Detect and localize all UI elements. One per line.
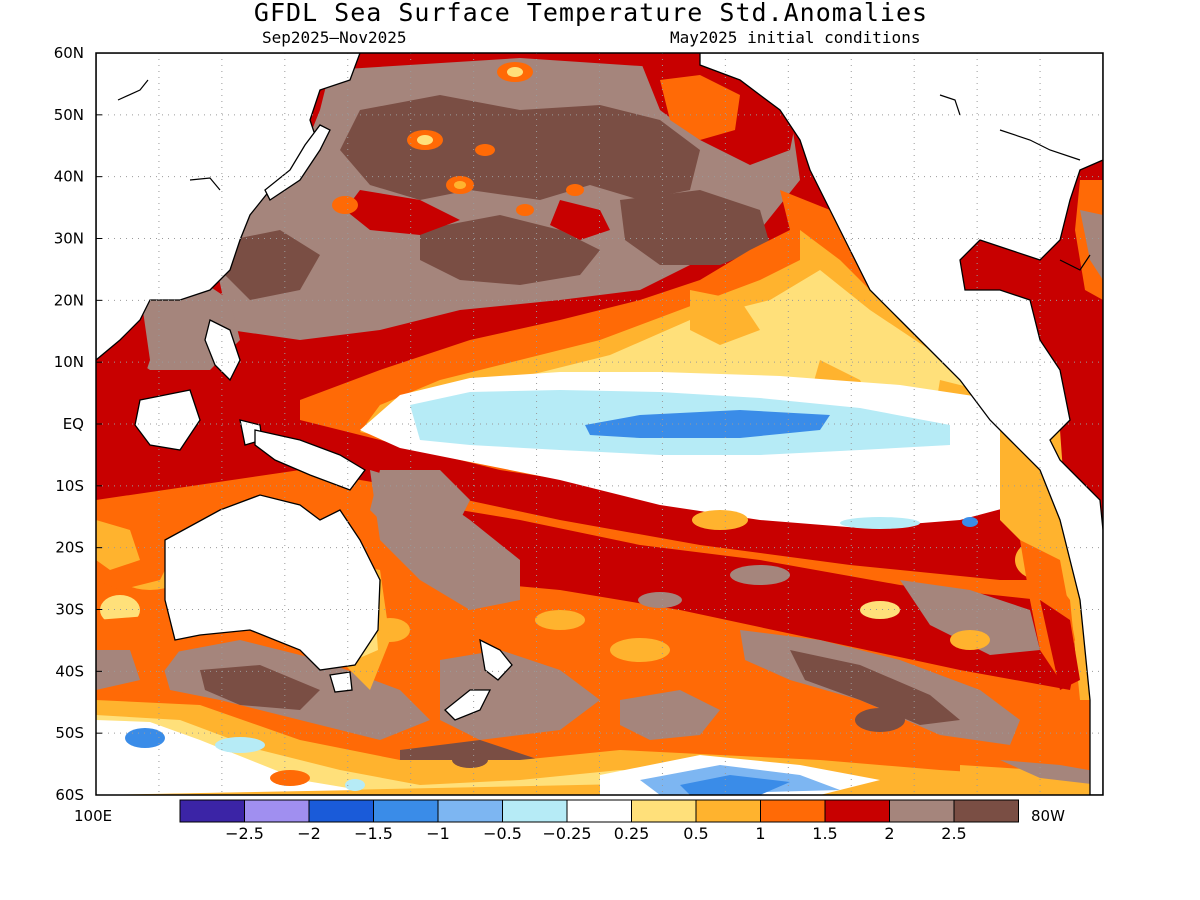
colorbar-label: 1.5 (812, 824, 837, 843)
colorbar-label: 2 (884, 824, 894, 843)
colorbar-swatch (760, 799, 826, 823)
lat-label: 20N (54, 291, 84, 309)
colorbar: −2.5 −2 −1.5 −1 −0.5 −0.25 0.25 0.5 1 1.5 2 2.5 (179, 799, 1019, 843)
western-pacific-field (96, 280, 470, 695)
eastern-boundary-field (1000, 430, 1100, 700)
lat-label: 40N (54, 168, 84, 186)
colorbar-label: −1 (426, 824, 450, 843)
lat-grid (96, 53, 1103, 795)
colorbar-swatch (308, 799, 374, 823)
colorbar-swatch (824, 799, 890, 823)
colorbar-swatch (373, 799, 439, 823)
equatorial-cool-tongue (360, 372, 1040, 529)
colorbar-swatch (566, 799, 632, 823)
lat-label: 10N (54, 353, 84, 371)
colorbar-label: −0.25 (542, 824, 591, 843)
colorbar-label: 0.25 (614, 824, 650, 843)
lat-label: 20S (55, 539, 84, 557)
anomaly-field (96, 53, 1103, 795)
colorbar-swatch (179, 799, 245, 823)
colorbar-label: 0.5 (683, 824, 708, 843)
lat-label: 40S (55, 662, 84, 680)
north-pacific-warm-patches (215, 55, 800, 340)
lat-label: 50N (54, 106, 84, 124)
colorbar-swatch (437, 799, 503, 823)
colorbar-swatch (953, 799, 1019, 823)
colorbar-label: −2 (297, 824, 321, 843)
lat-label: 10S (55, 477, 84, 495)
lat-label: 50S (55, 724, 84, 742)
forecast-period-subtitle: Sep2025–Nov2025 (262, 28, 407, 47)
lat-label: 30S (55, 601, 84, 619)
colorbar-label: −2.5 (225, 824, 264, 843)
southern-ocean-field (96, 700, 1100, 795)
colorbar-label: 1 (755, 824, 765, 843)
colorbar-swatch (631, 799, 697, 823)
lat-label: 60S (55, 786, 84, 804)
lon-label-left: 100E (74, 807, 112, 825)
colorbar-swatch (889, 799, 955, 823)
map-title: GFDL Sea Surface Temperature Std.Anomali… (253, 0, 929, 27)
colorbar-swatch (502, 799, 568, 823)
colorbar-label: 2.5 (941, 824, 966, 843)
colorbar-swatch (244, 799, 310, 823)
initial-conditions-subtitle: May2025 initial conditions (670, 28, 921, 47)
lat-label: 60N (54, 44, 84, 62)
colorbar-label: −1.5 (354, 824, 393, 843)
lat-label: EQ (63, 415, 84, 433)
lat-label: 30N (54, 230, 84, 248)
coastline-details (117, 79, 1091, 271)
colorbar-label: −0.5 (483, 824, 522, 843)
colorbar-swatch (695, 799, 761, 823)
latitude-labels: 60N 50N 40N 30N 20N 10N EQ 10S 20S 30S 40S 50S 60S (54, 44, 102, 804)
lon-label-right: 80W (1031, 807, 1065, 825)
